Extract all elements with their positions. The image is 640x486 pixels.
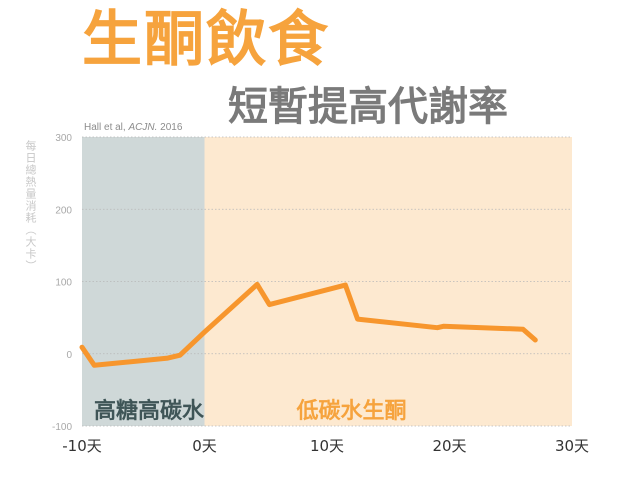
region-label-1: 低碳水生酮	[295, 399, 406, 424]
x-tick-label: 30天	[555, 437, 589, 455]
y-tick-label: 0	[66, 350, 72, 361]
series-line	[79, 281, 538, 368]
source-year: 2016	[157, 122, 183, 133]
x-tick-label: 20天	[432, 437, 466, 455]
y-tick-label: 200	[55, 205, 72, 216]
region-1	[204, 137, 572, 426]
source-citation: Hall et al, ACJN. 2016	[84, 122, 182, 133]
page-subtitle: 短暫提高代謝率	[228, 84, 508, 130]
page-title: 生酮飲食	[82, 5, 330, 75]
x-tick-label: 0天	[192, 437, 217, 455]
x-tick-label: -10天	[62, 437, 102, 455]
x-tick-label: 10天	[310, 437, 344, 455]
source-journal: ACJN.	[128, 122, 158, 133]
region-label-0: 高糖高碳水	[94, 398, 205, 424]
y-tick-label: 100	[55, 278, 72, 289]
y-axis-label: 每日總熱量消耗（大卡）	[24, 140, 37, 272]
y-tick-label: 300	[55, 133, 72, 144]
source-authors: Hall et al,	[84, 122, 129, 133]
y-axis-label-wrap: 每日總熱量消耗（大卡）	[22, 140, 46, 290]
y-tick-label: -100	[52, 422, 72, 433]
